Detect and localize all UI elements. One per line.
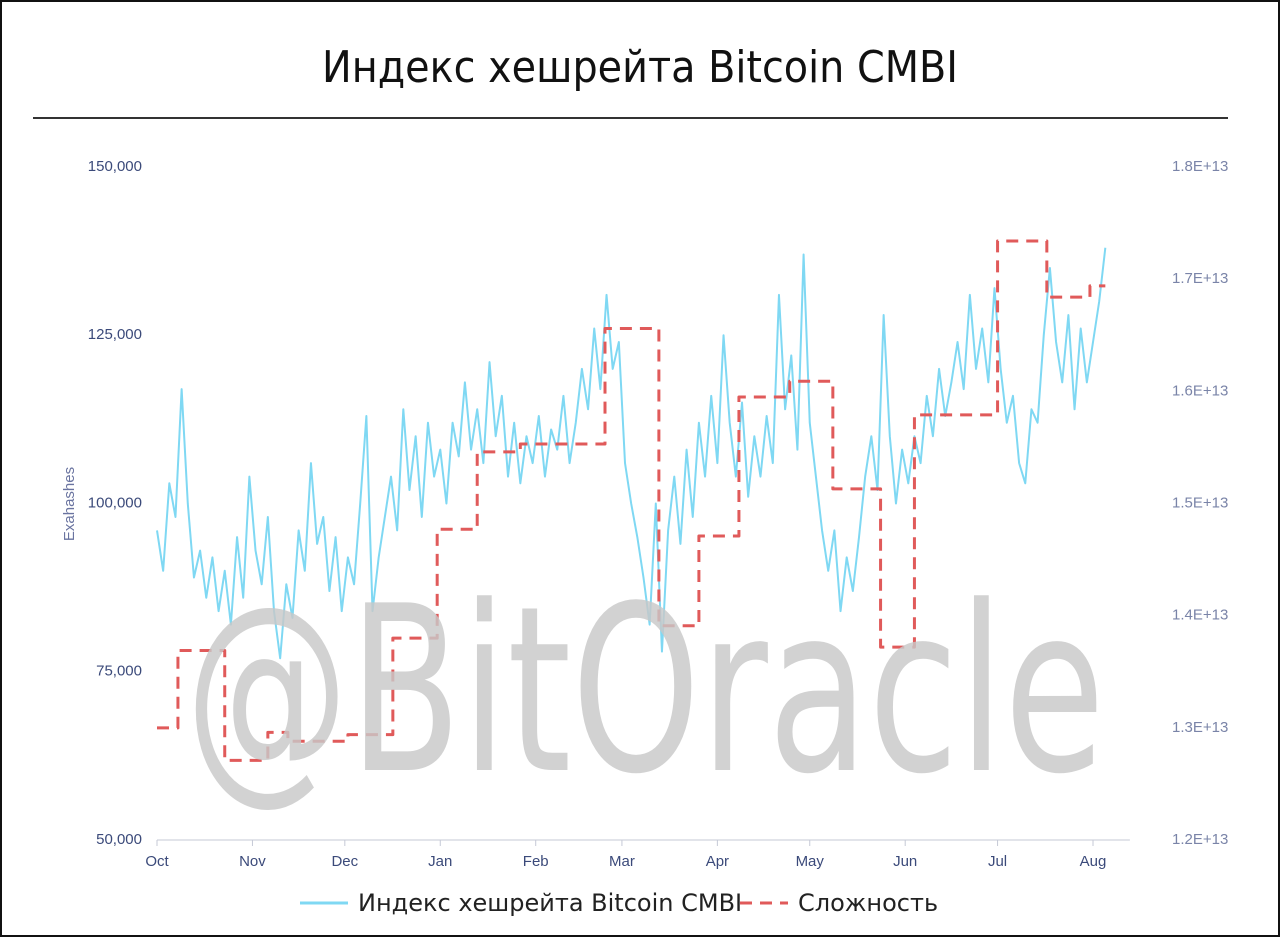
legend-label: Сложность <box>798 889 938 917</box>
y-tick-label: 150,000 <box>88 158 142 175</box>
chart-title: Индекс хешрейта Bitcoin CMBI <box>322 42 958 93</box>
x-tick-label: Mar <box>609 853 635 870</box>
x-tick-label: Dec <box>331 853 358 870</box>
y2-tick-label: 1.5E+13 <box>1172 494 1228 511</box>
y-tick-label: 125,000 <box>88 326 142 343</box>
x-tick-label: Jun <box>893 853 917 870</box>
y2-tick-label: 1.2E+13 <box>1172 831 1228 848</box>
x-tick-label: Feb <box>523 853 549 870</box>
x-tick-label: Jan <box>428 853 452 870</box>
y-tick-label: 75,000 <box>96 663 142 680</box>
x-tick-label: Apr <box>706 853 729 870</box>
y-axis-label: Exahashes <box>61 467 78 541</box>
x-tick-label: Jul <box>988 853 1007 870</box>
x-tick-label: Oct <box>145 853 169 870</box>
x-tick-label: May <box>796 853 825 870</box>
y-tick-label: 50,000 <box>96 831 142 848</box>
y2-tick-label: 1.8E+13 <box>1172 158 1228 175</box>
y2-tick-label: 1.6E+13 <box>1172 382 1228 399</box>
x-tick-label: Aug <box>1080 853 1107 870</box>
x-tick-label: Nov <box>239 853 266 870</box>
series-line <box>156 247 1107 660</box>
series-line <box>157 239 1106 762</box>
watermark: @BitOracle <box>185 558 1105 825</box>
y2-tick-label: 1.4E+13 <box>1172 607 1228 624</box>
y2-tick-label: 1.7E+13 <box>1172 270 1228 287</box>
y-tick-label: 100,000 <box>88 494 142 511</box>
y2-tick-label: 1.3E+13 <box>1172 719 1228 736</box>
legend-label: Индекс хешрейта Bitcoin CMBI <box>358 889 742 917</box>
